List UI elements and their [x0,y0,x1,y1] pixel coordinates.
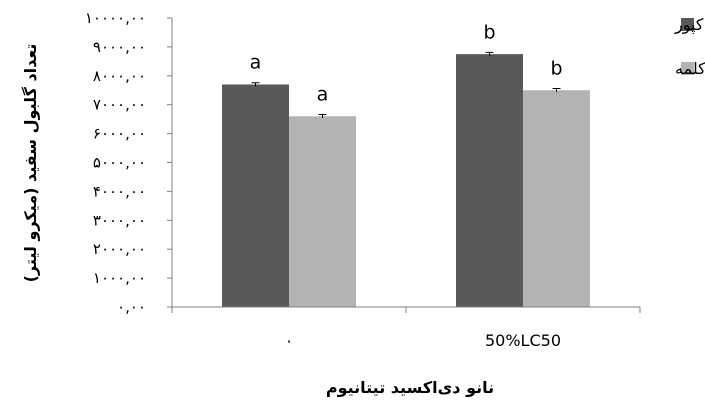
y-tick-label: ۰,۰۰ [117,298,146,316]
bar [222,84,289,307]
bar [456,54,523,307]
bar [289,116,356,307]
y-tick-label: ۹۰۰۰,۰۰ [93,38,146,56]
y-tick-label: ۸۰۰۰,۰۰ [93,67,146,85]
x-axis-title: نانو دی‌اکسید تیتانیوم [326,378,494,397]
legend-swatch [681,62,694,75]
y-axis-title: تعداد گلبول سفید (میکرو لیتر) [21,44,40,283]
x-tick-label: ۰ [285,331,294,350]
y-tick-label: ۱۰۰۰,۰۰ [93,269,146,287]
y-tick-label: ۲۰۰۰,۰۰ [93,240,146,258]
y-axis-ticks: ۰,۰۰ ۱۰۰۰,۰۰ ۲۰۰۰,۰۰ ۳۰۰۰,۰۰ ۴۰۰۰,۰۰ ۵۰۰۰,۰۰ ۶… [85,9,172,316]
y-tick-label: ۴۰۰۰,۰۰ [93,182,146,200]
legend-label: کلمه [675,59,705,78]
significance-letter: a [250,52,262,74]
axes [171,18,641,313]
x-tick-label: 50%LC50 [485,331,561,350]
y-tick-label: ۳۰۰۰,۰۰ [93,211,146,229]
legend: کپور کلمه [674,15,705,78]
significance-letter: b [483,21,495,43]
significance-letter: b [550,58,562,80]
legend-label: کپور [674,15,704,35]
y-tick-label: ۶۰۰۰,۰۰ [93,125,146,143]
significance-letter: a [317,84,329,106]
y-tick-label: ۱۰۰۰۰,۰۰ [85,9,146,27]
bar [523,90,590,307]
y-tick-label: ۵۰۰۰,۰۰ [93,154,146,172]
bars: a a b b [222,21,590,307]
y-tick-label: ۷۰۰۰,۰۰ [93,96,146,114]
x-axis-labels: ۰ 50%LC50 [285,331,561,350]
legend-swatch [681,18,694,31]
